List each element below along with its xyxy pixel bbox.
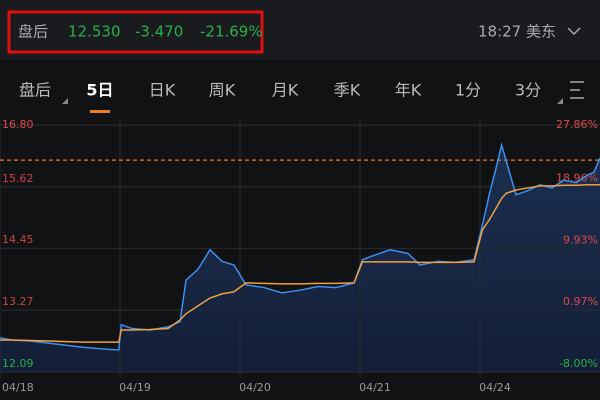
y2-tick-label: 27.86%	[556, 118, 598, 131]
dropdown-icon[interactable]	[567, 27, 581, 36]
session-label: 盘后	[18, 23, 48, 41]
tab[interactable]: 月K	[272, 81, 299, 100]
tab-underline	[90, 110, 110, 113]
tab[interactable]: 5日	[86, 81, 113, 100]
tab[interactable]: 周K	[209, 81, 236, 100]
y-tick-label: 16.80	[2, 118, 34, 131]
average-line	[0, 184, 600, 343]
y-tick-label: 14.45	[2, 233, 34, 246]
price: 12.530	[68, 23, 121, 41]
y2-tick-label: -8.00%	[559, 357, 598, 370]
y2-tick-label: 9.93%	[563, 234, 598, 247]
price-area	[0, 144, 600, 372]
tab[interactable]: 盘后	[19, 81, 51, 100]
y-tick-label: 12.09	[2, 357, 34, 370]
change-pct: -21.69%	[200, 23, 263, 41]
highlight-box	[7, 10, 264, 54]
y-tick-label: 13.27	[2, 295, 34, 308]
tab[interactable]: 季K	[334, 81, 361, 100]
x-tick-label: 04/20	[239, 381, 271, 394]
tab[interactable]: 日K	[149, 81, 176, 100]
tab[interactable]: 年K	[395, 81, 422, 100]
tab[interactable]: 3分	[515, 81, 541, 100]
x-tick-label: 04/19	[119, 381, 151, 394]
x-tick-label: 04/24	[479, 381, 511, 394]
header-bar	[0, 0, 600, 60]
tab-arrow	[557, 98, 563, 104]
tab-arrow	[62, 98, 68, 104]
y2-tick-label: 0.97%	[563, 295, 598, 308]
tab-bar	[0, 60, 600, 115]
x-tick-label: 04/18	[2, 381, 34, 394]
settings-icon[interactable]	[570, 81, 584, 99]
time: 18:27 美东	[478, 23, 556, 41]
y-tick-label: 15.62	[2, 172, 34, 185]
change: -3.470	[135, 23, 183, 41]
tab[interactable]: 1分	[455, 81, 481, 100]
x-tick-label: 04/21	[359, 381, 391, 394]
